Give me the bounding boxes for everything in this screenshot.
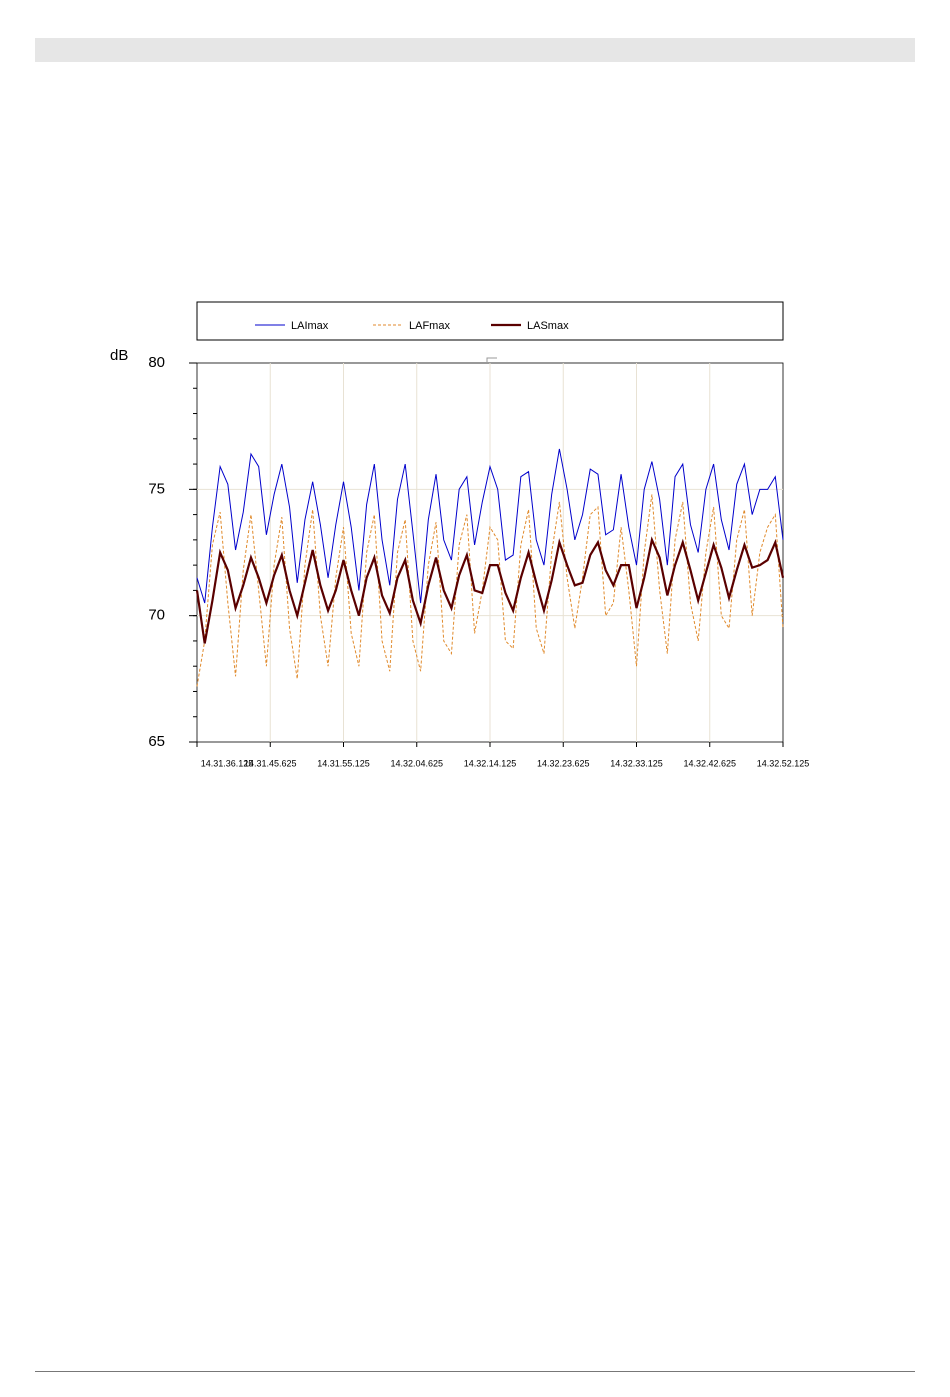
footer-line [35, 1371, 915, 1372]
y-tick-label: 75 [148, 480, 165, 497]
marker [486, 357, 497, 363]
legend-label: LAImax [291, 320, 329, 332]
x-tick-label: 14.32.14.125 [464, 758, 517, 768]
legend-box [196, 301, 784, 341]
x-tick-label: 14.32.23.625 [537, 758, 590, 768]
series-line [196, 494, 784, 687]
x-tick-label: 14.31.55.125 [317, 758, 370, 768]
legend-label: LAFmax [409, 320, 450, 332]
y-tick-label: 70 [148, 607, 165, 624]
x-tick-label: 14.32.04.625 [390, 758, 443, 768]
y-tick-label: 65 [148, 733, 165, 750]
series-line [195, 536, 785, 644]
y-tick-label: 80 [148, 354, 165, 371]
y-axis-label: dB [110, 347, 128, 364]
x-tick-label: 14.31.45.625 [244, 758, 297, 768]
x-tick-label: 14.32.33.125 [610, 758, 663, 768]
series-line [196, 448, 784, 604]
x-tick-label: 14.32.42.625 [683, 758, 736, 768]
legend-label: LASmax [527, 320, 569, 332]
x-tick-label: 14.31.36.125 [201, 758, 254, 768]
x-tick-label: 14.32.52.125 [757, 758, 810, 768]
header-bar [35, 38, 915, 62]
